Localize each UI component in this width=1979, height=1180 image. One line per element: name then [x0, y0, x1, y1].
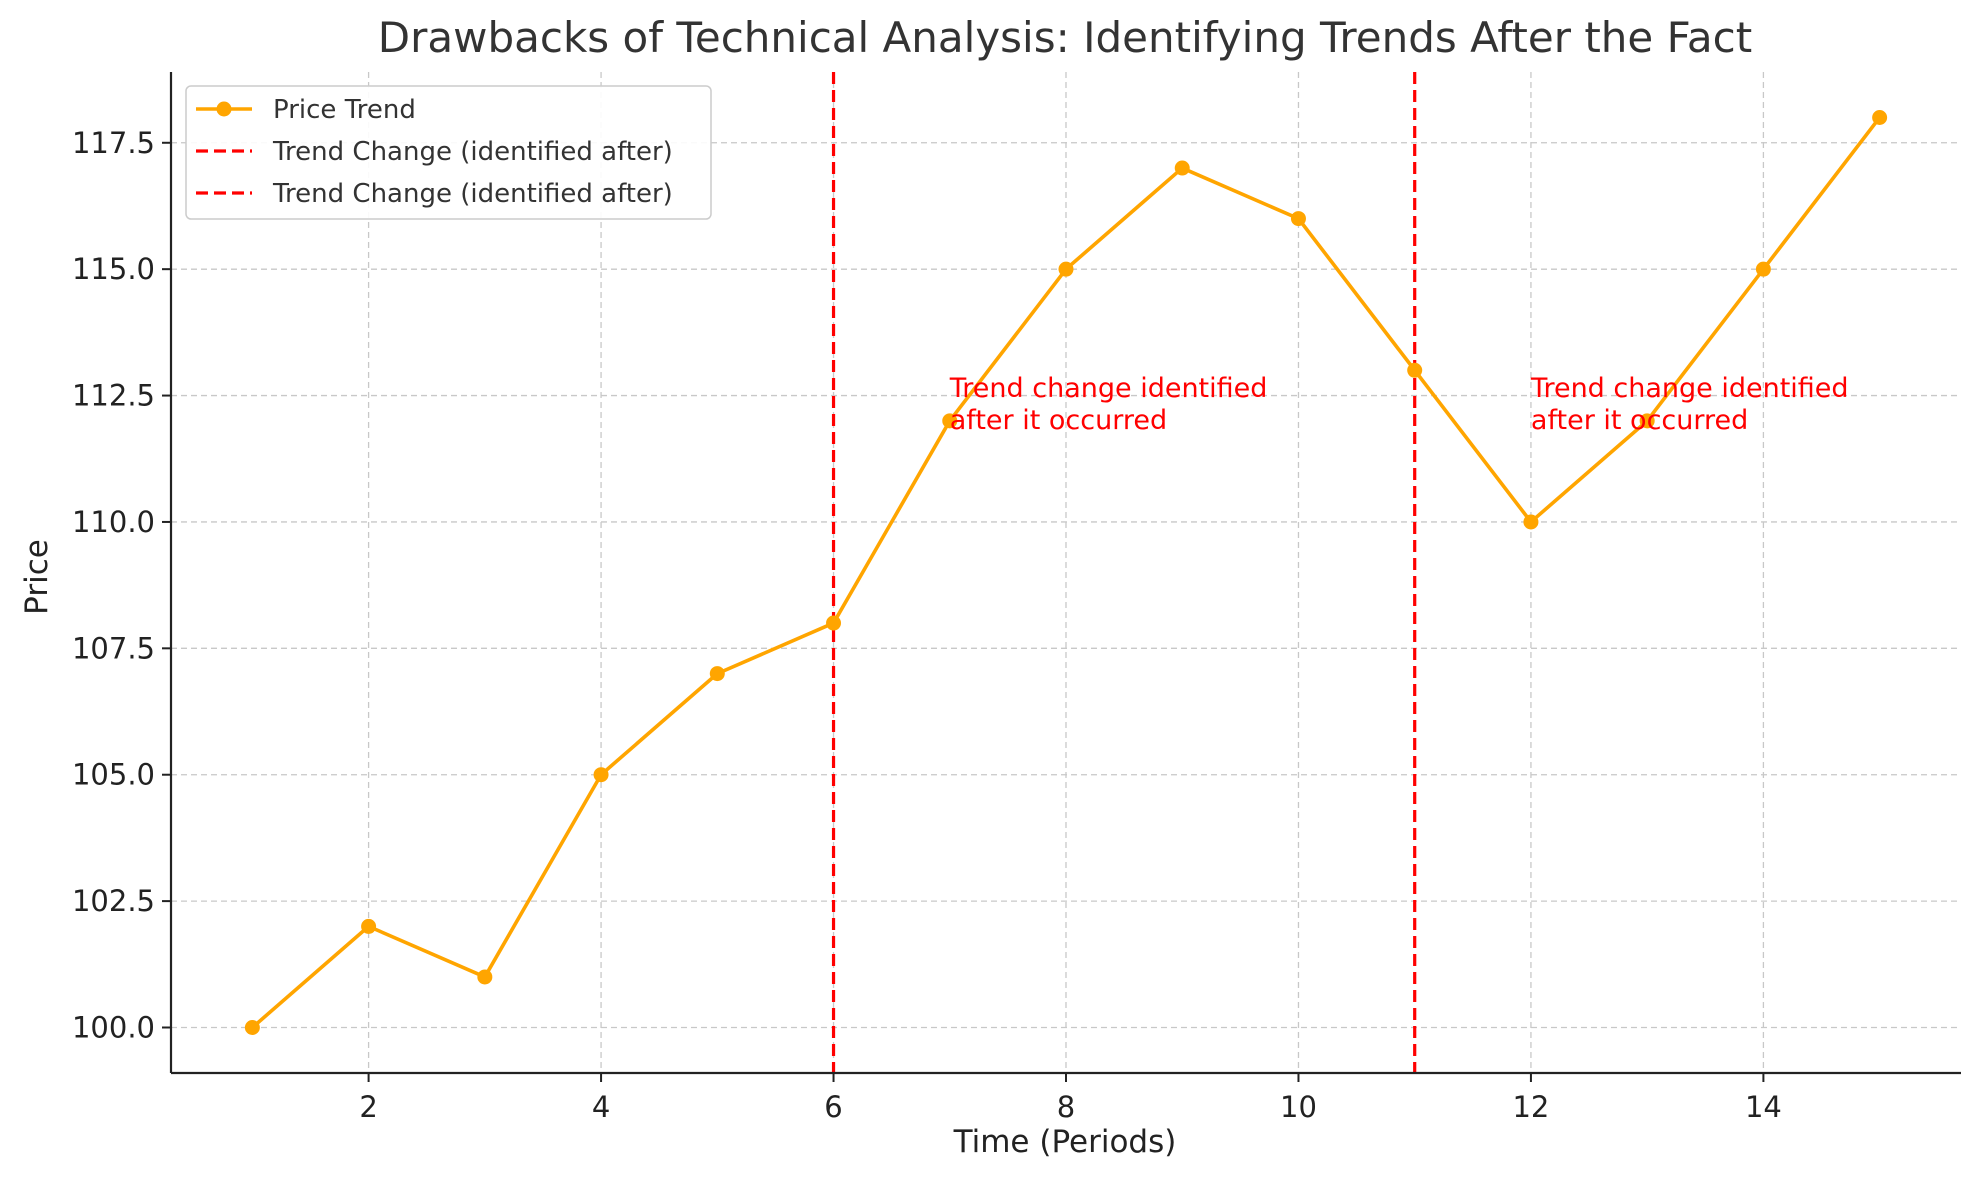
- annotation-line: after it occurred: [950, 405, 1167, 436]
- price-point: [826, 615, 842, 631]
- price-point: [1523, 514, 1539, 530]
- y-tick-label: 107.5: [72, 631, 155, 665]
- price-point: [1407, 362, 1423, 378]
- y-tick-label: 117.5: [72, 126, 155, 160]
- y-tick-label: 105.0: [72, 758, 155, 792]
- price-point: [1639, 413, 1655, 429]
- annotations: Trend change identified after it occurred…: [949, 373, 1849, 436]
- y-tick-label: 102.5: [72, 884, 155, 918]
- legend-label: Trend Change (identified after): [272, 179, 673, 209]
- x-tick-label: 4: [592, 1090, 610, 1124]
- x-tick-label: 10: [1280, 1090, 1317, 1124]
- x-tick-label: 6: [824, 1090, 842, 1124]
- price-point: [1290, 211, 1306, 227]
- legend-label: Trend Change (identified after): [272, 137, 673, 167]
- price-point: [593, 767, 609, 783]
- price-point: [1872, 110, 1888, 125]
- chart-title: Drawbacks of Technical Analysis: Identif…: [378, 13, 1752, 62]
- annotation-line: after it occurred: [1531, 405, 1748, 436]
- price-point: [361, 918, 377, 934]
- price-point: [1755, 261, 1771, 277]
- x-tick-label: 12: [1512, 1090, 1549, 1124]
- x-tick-label: 2: [359, 1090, 377, 1124]
- annotation-line: Trend change identified: [1530, 373, 1849, 404]
- y-tick-label: 112.5: [72, 379, 155, 413]
- annotation-text: Trend change identified after it occurred: [1530, 373, 1849, 436]
- grid: [171, 72, 1961, 1073]
- legend-label: Price Trend: [273, 95, 416, 125]
- annotation-text: Trend change identified after it occurred: [949, 373, 1268, 436]
- price-point: [709, 666, 725, 682]
- price-point: [244, 1020, 260, 1035]
- legend: Price Trend Trend Change (identified afte…: [185, 85, 712, 220]
- price-point: [1174, 160, 1190, 176]
- trend-change-lines: [831, 72, 1417, 1073]
- price-point: [942, 413, 958, 429]
- y-tick-label: 115.0: [72, 252, 155, 286]
- axes: 2 4 6 8 10 12 14 100.0 102.5 105.0 107.5 110.0 112.5…: [72, 72, 1961, 1124]
- legend-box: [185, 85, 712, 220]
- x-axis-label: Time (Periods): [953, 1124, 1177, 1160]
- x-tick-label: 8: [1057, 1090, 1075, 1124]
- price-series: [244, 110, 1888, 1035]
- y-tick-label: 100.0: [72, 1011, 155, 1045]
- legend-marker: [216, 101, 232, 117]
- y-tick-label: 110.0: [72, 505, 155, 539]
- x-tick-label: 14: [1745, 1090, 1782, 1124]
- annotation-line: Trend change identified: [949, 373, 1268, 404]
- y-axis-label: Price: [19, 539, 55, 615]
- price-point: [1058, 261, 1074, 277]
- price-point: [477, 969, 493, 985]
